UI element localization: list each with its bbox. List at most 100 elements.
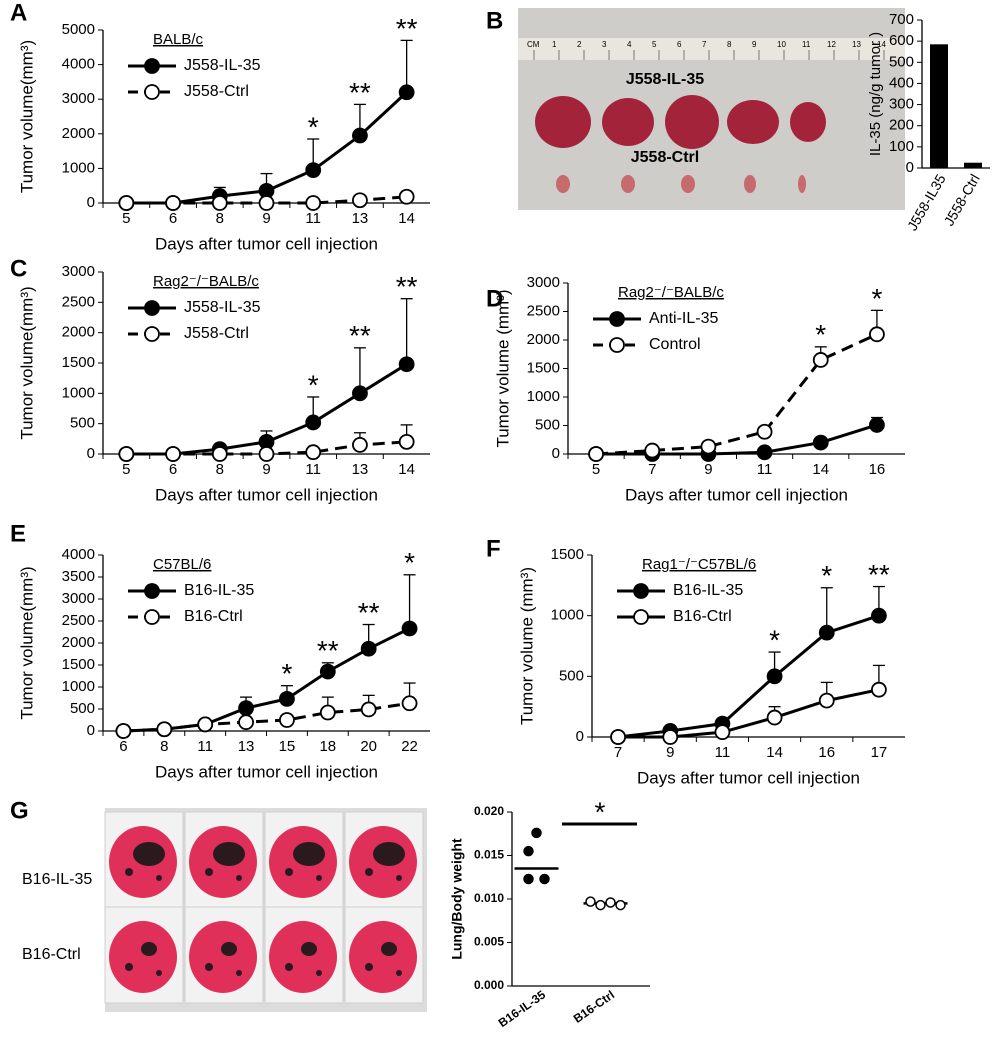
marker bbox=[211, 446, 228, 462]
marker bbox=[812, 352, 829, 368]
lung-spot bbox=[316, 875, 322, 881]
x-tick-label: 11 bbox=[757, 461, 773, 478]
panel-label: B bbox=[486, 7, 503, 34]
y-tick-label: 500 bbox=[559, 667, 584, 684]
marker bbox=[352, 385, 368, 402]
point bbox=[539, 873, 550, 885]
ruler-label: 5 bbox=[652, 40, 657, 49]
marker bbox=[869, 417, 885, 433]
significance: ** bbox=[868, 559, 890, 590]
panel-label: D bbox=[486, 285, 503, 312]
y-tick-label: 1000 bbox=[551, 607, 584, 624]
marker bbox=[360, 701, 377, 718]
y-tick-label: 2000 bbox=[62, 634, 95, 651]
marker bbox=[756, 423, 773, 440]
significance: ** bbox=[396, 13, 418, 44]
significance: * bbox=[871, 283, 882, 314]
y-tick-label: 500 bbox=[889, 53, 914, 70]
bar bbox=[930, 44, 948, 168]
marker bbox=[165, 446, 181, 462]
lung-spot bbox=[365, 868, 373, 876]
y-tick-label: 0 bbox=[552, 445, 560, 462]
ruler-label: 8 bbox=[727, 40, 732, 49]
y-tick-label: 700 bbox=[889, 11, 914, 28]
x-tick-label: 20 bbox=[360, 738, 377, 755]
x-tick-label: 14 bbox=[766, 744, 783, 761]
x-tick-label: 9 bbox=[704, 461, 712, 478]
ruler-label: 7 bbox=[702, 40, 707, 49]
significance: ** bbox=[396, 271, 418, 302]
ruler-label: 11 bbox=[802, 40, 811, 49]
point bbox=[523, 845, 534, 857]
marker bbox=[812, 434, 829, 451]
x-axis-label: Days after tumor cell injection bbox=[625, 485, 848, 504]
line bbox=[595, 332, 878, 456]
point bbox=[523, 873, 534, 885]
lung-spot bbox=[285, 963, 293, 971]
marker bbox=[871, 681, 887, 698]
y-tick-label: 500 bbox=[70, 700, 95, 717]
y-axis-label: Lung/Body weight bbox=[449, 838, 465, 960]
legend-marker bbox=[144, 300, 160, 316]
panel-label: E bbox=[10, 520, 26, 547]
significance: * bbox=[769, 624, 780, 655]
marker bbox=[714, 724, 731, 741]
x-tick-label: 8 bbox=[160, 738, 168, 755]
y-tick-label: 3000 bbox=[62, 90, 95, 107]
point bbox=[615, 899, 626, 911]
x-tick-label: 18 bbox=[319, 738, 336, 755]
y-tick-label: 1000 bbox=[62, 678, 95, 695]
lung-spot bbox=[373, 842, 405, 866]
marker bbox=[279, 712, 295, 728]
y-tick-label: 2500 bbox=[62, 612, 95, 629]
legend-label: B16-Ctrl bbox=[184, 608, 243, 625]
legend-marker bbox=[609, 337, 625, 353]
marker bbox=[305, 444, 322, 461]
y-tick-label: 1000 bbox=[62, 384, 95, 401]
y-tick-label: 0 bbox=[87, 722, 95, 739]
x-tick-label: 5 bbox=[592, 461, 600, 478]
lung-spot bbox=[133, 842, 165, 866]
y-tick-label: 0 bbox=[87, 445, 95, 462]
y-tick-label: 500 bbox=[70, 415, 95, 432]
significance: ** bbox=[349, 320, 371, 351]
y-axis-label: Tumor volume (mm³) bbox=[493, 289, 512, 447]
lung bbox=[349, 921, 417, 993]
x-tick-label: 5 bbox=[122, 210, 130, 227]
marker bbox=[238, 700, 254, 717]
x-tick-label: B16-Ctrl bbox=[571, 988, 617, 1026]
ruler bbox=[518, 38, 905, 60]
lung-spot bbox=[396, 970, 402, 976]
point bbox=[595, 899, 606, 911]
ruler-label: 6 bbox=[677, 40, 682, 49]
x-tick-label: 7 bbox=[614, 744, 622, 761]
x-tick-label: 14 bbox=[398, 210, 415, 227]
tumor bbox=[727, 100, 779, 144]
x-tick-label: 11 bbox=[305, 210, 321, 227]
y-tick-label: 1500 bbox=[551, 546, 584, 563]
y-tick-label: 300 bbox=[889, 96, 914, 113]
ruler-label: 2 bbox=[577, 40, 582, 49]
tumor bbox=[665, 95, 719, 149]
lung-spot bbox=[156, 875, 162, 881]
x-tick-label: 11 bbox=[197, 738, 213, 755]
tumor bbox=[681, 175, 695, 193]
x-tick-label: 9 bbox=[262, 461, 270, 478]
marker bbox=[869, 326, 885, 343]
y-tick-label: 5000 bbox=[62, 21, 95, 38]
marker bbox=[258, 195, 275, 211]
panel-label: A bbox=[10, 0, 27, 26]
point bbox=[585, 896, 596, 907]
photo-label: J558-Ctrl bbox=[631, 149, 699, 166]
legend-title: BALB/c bbox=[153, 31, 204, 48]
x-tick-label: B16-IL-35 bbox=[496, 987, 549, 1030]
marker bbox=[319, 663, 336, 680]
photo-label: B16-Ctrl bbox=[22, 946, 81, 963]
x-tick-label: 13 bbox=[352, 461, 369, 478]
lung-spot bbox=[141, 942, 157, 956]
panel-label: C bbox=[10, 255, 27, 282]
ruler-label: 4 bbox=[627, 40, 632, 49]
legend-label: Anti-IL-35 bbox=[649, 310, 718, 327]
marker bbox=[238, 714, 254, 731]
significance: * bbox=[404, 547, 415, 578]
